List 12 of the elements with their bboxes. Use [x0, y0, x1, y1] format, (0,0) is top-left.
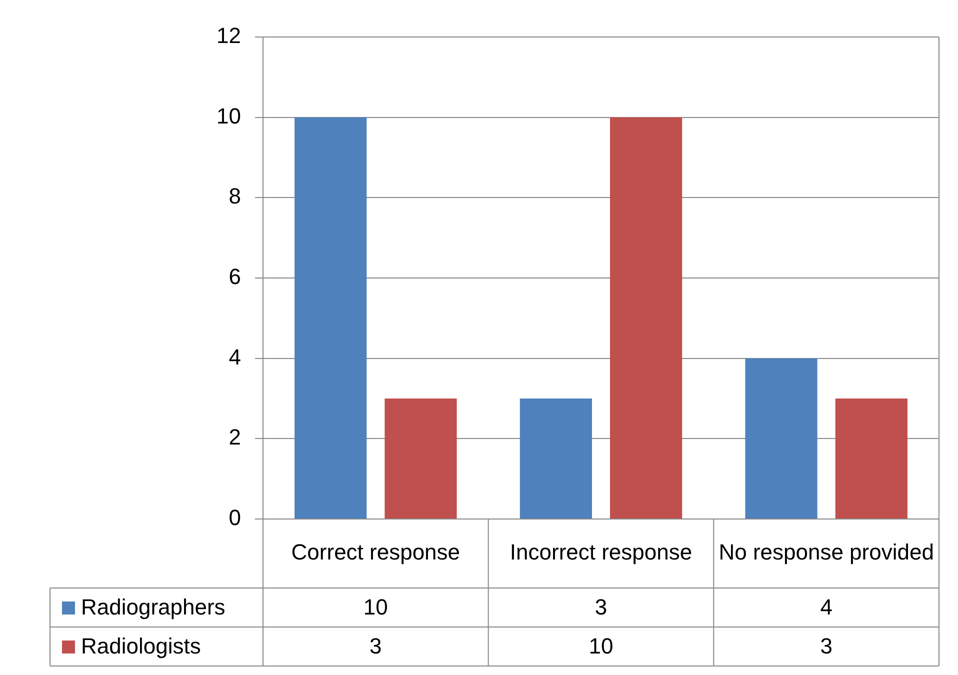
bar [384, 398, 457, 518]
y-tick-label: 6 [228, 264, 241, 290]
bar [610, 117, 682, 518]
y-tick-label: 2 [228, 424, 241, 450]
y-tick-label: 8 [228, 184, 241, 209]
y-tick-label: 12 [216, 23, 241, 48]
bar [294, 117, 367, 518]
y-tick-label: 4 [228, 344, 241, 370]
bar [520, 398, 592, 518]
bar [745, 358, 818, 518]
bar [835, 398, 908, 518]
y-tick-label: 10 [216, 103, 241, 128]
